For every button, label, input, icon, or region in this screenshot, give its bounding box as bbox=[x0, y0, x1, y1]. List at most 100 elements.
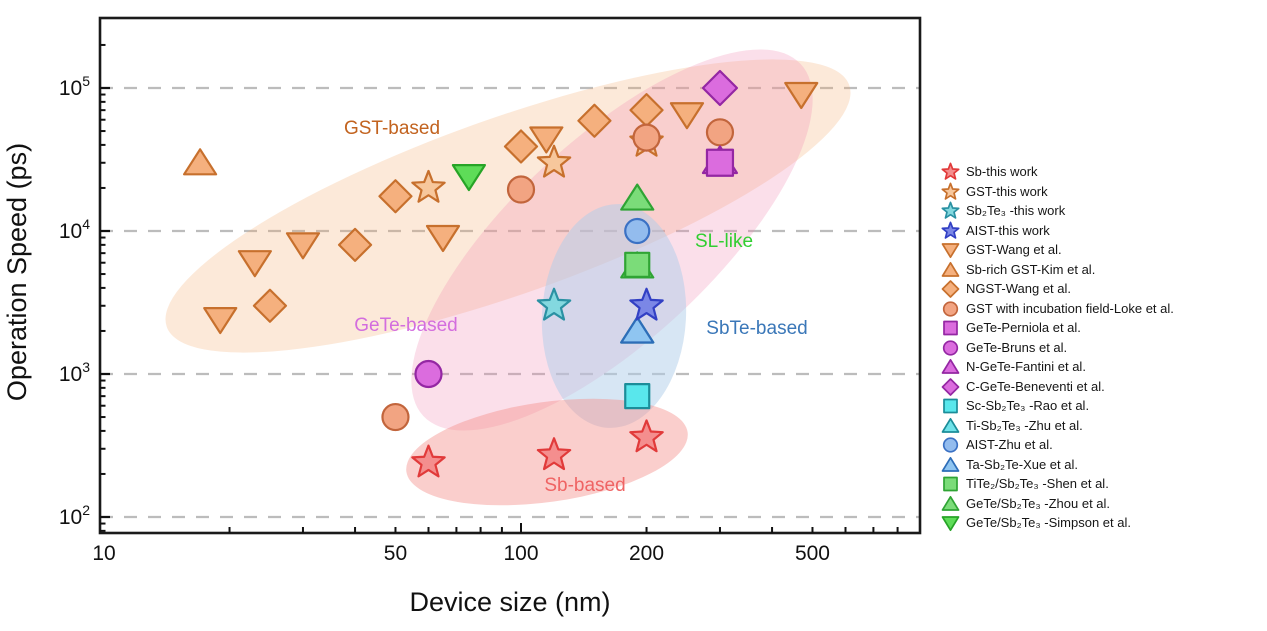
data-point-ngst-wang bbox=[337, 227, 373, 262]
data-point-aist-zhu bbox=[624, 217, 651, 245]
legend-item-label: NGST-Wang et al. bbox=[966, 281, 1071, 297]
ta-sbte-xue-marker-glyph bbox=[941, 456, 960, 472]
legend-item-label: GeTe/Sb₂Te₃ -Zhou et al. bbox=[966, 495, 1111, 511]
sb2te3-this-work-marker-icon bbox=[941, 201, 960, 220]
data-point-gst-wang bbox=[425, 224, 461, 253]
data-point-gst-wang bbox=[237, 250, 272, 278]
y-axis-tick-label: 102 bbox=[59, 502, 90, 529]
legend-item-gete-sbte-zhou: GeTe/Sb₂Te₃ -Zhou et al. bbox=[941, 494, 1174, 514]
data-point-sb-this-work bbox=[536, 437, 572, 471]
gete-sbte-simpson-marker-icon bbox=[941, 516, 960, 532]
gst-wang-marker-glyph bbox=[941, 243, 960, 259]
ngst-wang-marker-icon bbox=[941, 280, 960, 299]
scatter-plot: 10 50 100 200 500 102 103 104 105 GST-based GeTe-b… bbox=[2, 16, 922, 617]
legend-item-label: TiTe₂/Sb₂Te₃ -Shen et al. bbox=[966, 476, 1109, 492]
sc-sbte-rao-marker-glyph bbox=[943, 398, 958, 414]
gst-loke-marker-icon bbox=[942, 301, 959, 317]
sb-this-work-marker-glyph bbox=[941, 162, 960, 181]
ngete-fantini-marker-icon bbox=[941, 359, 960, 375]
data-point-sbrich-gst-kim bbox=[182, 148, 218, 176]
sb-this-work-marker-icon bbox=[941, 162, 960, 181]
aist-zhu-marker-glyph bbox=[942, 437, 959, 453]
x-axis-tick-label: 500 bbox=[795, 542, 830, 565]
legend-item-ngete-fantini: N-GeTe-Fantini et al. bbox=[941, 357, 1174, 377]
gst-loke-marker-glyph bbox=[942, 301, 959, 317]
legend-item-sb2te3-this-work: Sb₂Te₃ -this work bbox=[941, 201, 1174, 221]
region-ellipse-gst bbox=[165, 59, 851, 353]
data-point-gst-this-work bbox=[536, 144, 572, 178]
legend-item-aist-zhu: AIST-Zhu et al. bbox=[941, 435, 1174, 455]
legend-item-label: Sc-Sb₂Te₃ -Rao et al. bbox=[966, 398, 1090, 414]
region-label-gete: GeTe-based bbox=[354, 315, 458, 336]
legend-item-label: AIST-Zhu et al. bbox=[966, 437, 1053, 453]
data-point-gete-perniola bbox=[705, 148, 735, 177]
plot-frame bbox=[98, 16, 922, 535]
aist-this-work-marker-icon bbox=[941, 221, 960, 239]
gete-sbte-simpson-marker-glyph bbox=[941, 516, 960, 532]
data-point-ta-sbte-xue bbox=[620, 316, 655, 344]
gete-perniola-marker-glyph bbox=[943, 320, 958, 336]
x-axis-tick-label: 10 bbox=[92, 542, 115, 565]
data-point-sb2te3-this-work bbox=[536, 287, 572, 321]
data-point-ngst-wang bbox=[577, 103, 612, 138]
ti-sbte-zhu-marker-glyph bbox=[941, 417, 960, 433]
y-axis-title: Operation Speed (ps) bbox=[2, 143, 32, 401]
data-point-gst-loke bbox=[381, 402, 410, 432]
region-label-gst: GST-based bbox=[344, 118, 440, 139]
legend-item-label: GeTe/Sb₂Te₃ -Simpson et al. bbox=[966, 515, 1131, 531]
region-label-sbte: SbTe-based bbox=[706, 318, 807, 339]
legend-item-gete-perniola: GeTe-Perniola et al. bbox=[941, 318, 1174, 338]
data-point-gst-wang bbox=[529, 126, 564, 154]
data-point-tite2-sbte-shen bbox=[624, 251, 651, 278]
y-axis-tick-label: 105 bbox=[59, 73, 90, 100]
x-axis-tick-label: 100 bbox=[503, 542, 538, 565]
data-point-sb-this-work bbox=[411, 444, 446, 478]
legend-item-sc-sbte-rao: Sc-Sb₂Te₃ -Rao et al. bbox=[941, 396, 1174, 416]
sb2te3-this-work-marker-glyph bbox=[941, 201, 960, 220]
gete-sbte-zhou-marker-icon bbox=[941, 495, 960, 511]
cgete-beneventi-marker-icon bbox=[941, 377, 960, 396]
legend-item-aist-this-work: AIST-this work bbox=[941, 221, 1174, 241]
legend-item-sb-this-work: Sb-this work bbox=[941, 162, 1174, 182]
data-point-gete-sbte-zhou bbox=[620, 183, 655, 211]
gst-this-work-marker-glyph bbox=[941, 182, 960, 200]
gst-this-work-marker-icon bbox=[941, 182, 960, 200]
legend-item-ta-sbte-xue: Ta-Sb₂Te-Xue et al. bbox=[941, 455, 1174, 475]
x-axis-title: Device size (nm) bbox=[409, 587, 610, 617]
legend-item-label: Sb-this work bbox=[966, 164, 1038, 180]
legend-item-ngst-wang: NGST-Wang et al. bbox=[941, 279, 1174, 299]
data-point-gete-sbte-simpson bbox=[451, 164, 487, 192]
x-axis-tick-label: 200 bbox=[629, 542, 664, 565]
gete-perniola-marker-icon bbox=[943, 320, 958, 336]
tite2-sbte-shen-marker-glyph bbox=[943, 476, 958, 492]
legend-item-label: Ta-Sb₂Te-Xue et al. bbox=[966, 456, 1078, 472]
cgete-beneventi-marker-glyph bbox=[941, 377, 960, 396]
legend-item-label: GST-Wang et al. bbox=[966, 242, 1062, 258]
legend-item-tite2-sbte-shen: TiTe₂/Sb₂Te₃ -Shen et al. bbox=[941, 474, 1174, 494]
data-point-ngst-wang bbox=[252, 288, 288, 323]
x-axis-tick-label: 50 bbox=[384, 542, 407, 565]
legend-item-label: GST-this work bbox=[966, 183, 1048, 199]
ngete-fantini-marker-glyph bbox=[941, 359, 960, 375]
y-axis-tick-label: 103 bbox=[59, 359, 90, 386]
legend-item-label: AIST-this work bbox=[966, 222, 1050, 238]
region-label-sb: Sb-based bbox=[544, 475, 625, 496]
ngst-wang-marker-glyph bbox=[941, 280, 960, 299]
y-axis-tick-label: 104 bbox=[59, 216, 90, 243]
data-point-gst-loke bbox=[705, 118, 735, 147]
legend-item-gst-this-work: GST-this work bbox=[941, 182, 1174, 202]
legend-item-gst-loke: GST with incubation field-Loke et al. bbox=[941, 299, 1174, 319]
legend-item-label: GST with incubation field-Loke et al. bbox=[966, 300, 1174, 316]
data-point-gst-wang bbox=[203, 307, 238, 335]
legend-item-label: N-GeTe-Fantini et al. bbox=[966, 359, 1086, 375]
data-point-gst-loke bbox=[506, 175, 536, 204]
ta-sbte-xue-marker-icon bbox=[941, 456, 960, 472]
gete-bruns-marker-glyph bbox=[942, 340, 959, 356]
legend-item-gete-bruns: GeTe-Bruns et al. bbox=[941, 338, 1174, 358]
legend-item-label: GeTe-Bruns et al. bbox=[966, 339, 1068, 355]
legend-item-label: Sb-rich GST-Kim et al. bbox=[966, 261, 1096, 277]
sbrich-gst-kim-marker-glyph bbox=[941, 261, 960, 277]
legend-item-sbrich-gst-kim: Sb-rich GST-Kim et al. bbox=[941, 260, 1174, 280]
gst-wang-marker-icon bbox=[941, 243, 960, 259]
